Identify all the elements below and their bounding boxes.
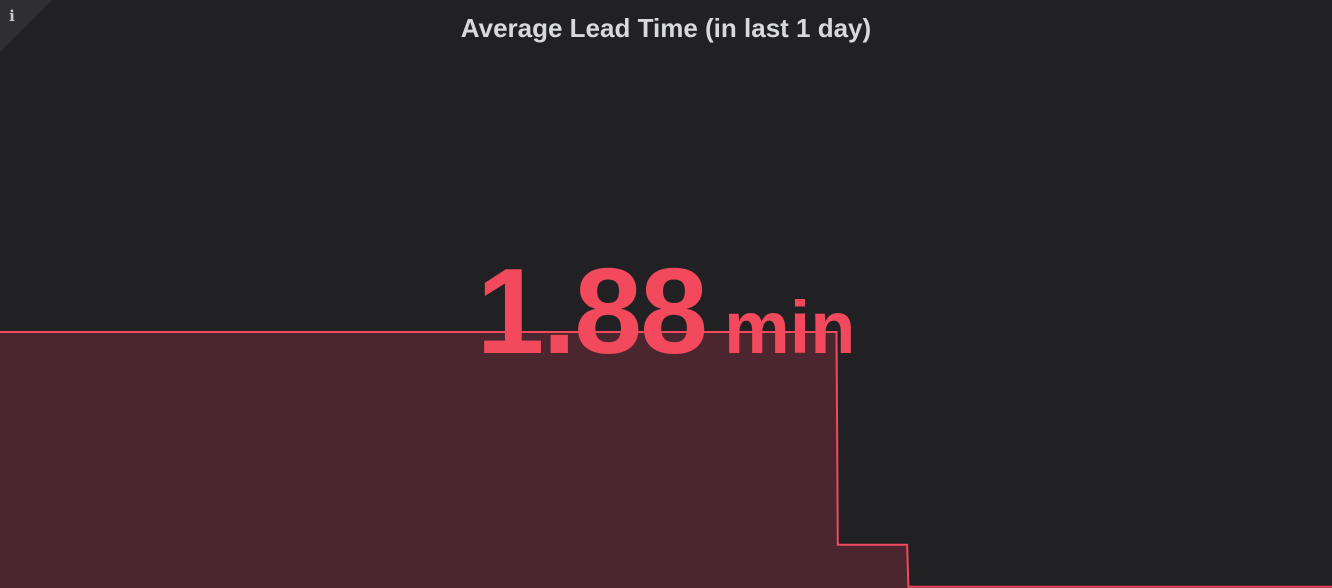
sparkline-line (0, 331, 1332, 588)
info-corner-triangle (0, 0, 52, 52)
stat-value: 1.88 min (0, 250, 1332, 372)
panel-title: Average Lead Time (in last 1 day) (460, 13, 872, 43)
sparkline-area (0, 332, 1332, 588)
stat-unit: min (723, 286, 856, 369)
info-icon[interactable]: i (9, 7, 15, 25)
stat-number: 1.88 (476, 243, 707, 379)
panel-info-corner[interactable]: i (0, 0, 56, 56)
